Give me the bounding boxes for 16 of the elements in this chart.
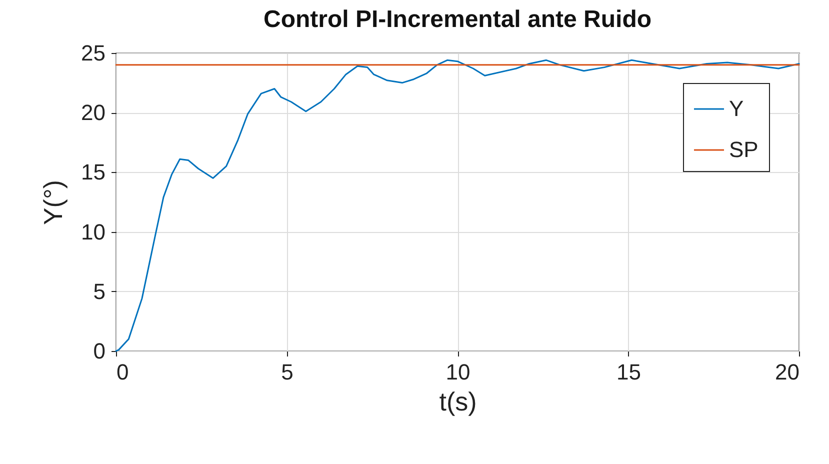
chart-title: Control PI-Incremental ante Ruido bbox=[263, 6, 652, 33]
x-tick-label: 0 bbox=[116, 360, 129, 384]
x-tick-label: 5 bbox=[281, 360, 294, 384]
y-tick-label: 15 bbox=[81, 160, 106, 185]
y-tick-label: 5 bbox=[93, 278, 106, 304]
y-axis-title: Y(°) bbox=[38, 180, 68, 226]
y-tick-label: 0 bbox=[93, 338, 106, 364]
x-axis-title: t(s) bbox=[439, 386, 477, 416]
x-tick-label: 15 bbox=[616, 360, 641, 384]
x-tick-label: 10 bbox=[446, 360, 470, 384]
y-tick-label: 20 bbox=[81, 100, 106, 126]
legend-label: Y bbox=[729, 96, 744, 121]
y-tick-label: 25 bbox=[81, 40, 106, 66]
y-tick-label: 10 bbox=[81, 219, 106, 244]
x-tick-label: 20 bbox=[775, 360, 800, 384]
legend-label: SP bbox=[729, 137, 758, 162]
